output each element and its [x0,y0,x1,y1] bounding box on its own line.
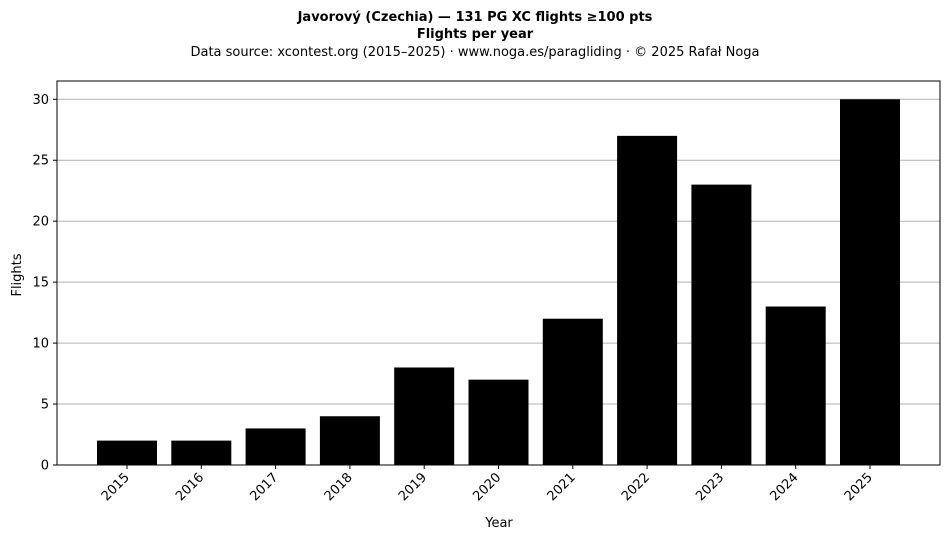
y-tick-label: 25 [32,154,49,169]
y-tick-label: 20 [32,215,49,230]
x-axis-ticks: 2015 2016 2017 2018 2019 2020 2021 2022 2023 2024… [99,465,876,504]
x-tick-label: 2015 [99,470,133,504]
x-tick-label: 2023 [693,470,727,504]
bar-2021 [542,318,603,465]
y-tick-label: 30 [32,93,49,108]
y-axis-ticks: 0 5 10 15 20 25 30 [32,93,57,474]
x-axis-label: Year [484,516,513,531]
chart-subtitle: Flights per year [417,27,534,42]
bars [97,99,900,466]
x-tick-label: 2019 [396,470,430,504]
bar-2023 [691,184,752,465]
bar-2022 [617,135,678,465]
bar-2020 [468,379,529,465]
bar-2018 [319,416,380,465]
bar-2016 [171,440,232,465]
x-tick-label: 2016 [173,470,207,504]
x-tick-label: 2024 [768,470,802,504]
x-tick-label: 2022 [619,470,653,504]
x-tick-label: 2020 [470,470,504,504]
y-tick-label: 0 [41,459,49,474]
y-tick-label: 10 [32,337,49,352]
x-tick-label: 2017 [247,470,281,504]
chart-source-note: Data source: xcontest.org (2015–2025) · … [190,45,759,60]
bar-2024 [765,306,826,465]
x-tick-label: 2021 [545,470,579,504]
bar-2017 [245,428,306,465]
y-tick-label: 15 [32,276,49,291]
bar-2019 [394,367,455,465]
y-axis-label: Flights [10,253,25,296]
bar-2015 [97,440,157,465]
chart-title: Javorový (Czechia) — 131 PG XC flights ≥… [297,10,653,25]
x-tick-label: 2025 [842,470,876,504]
y-tick-label: 5 [41,398,49,413]
x-tick-label: 2018 [322,470,356,504]
bar-2025 [840,99,900,466]
